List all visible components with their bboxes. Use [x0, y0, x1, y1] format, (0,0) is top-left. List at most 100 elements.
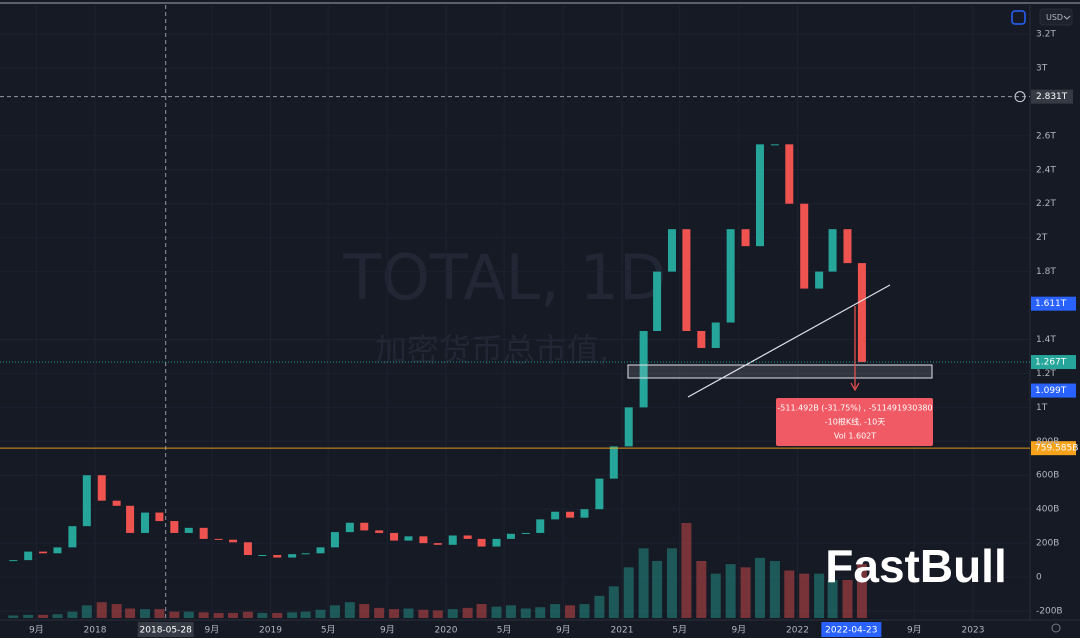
candle — [551, 511, 560, 520]
volume-bar — [856, 564, 867, 618]
volume-bar — [359, 604, 370, 618]
candle — [141, 512, 150, 533]
volume-bar — [154, 609, 165, 618]
candle — [214, 538, 223, 540]
volume-bar — [183, 611, 194, 618]
volume-bar — [169, 611, 180, 618]
volume-bar — [257, 612, 268, 618]
candle — [682, 229, 691, 331]
x-tick-label: 9月 — [731, 625, 746, 636]
y-tick-label: 2.4T — [1036, 165, 1056, 175]
y-tick-label: 3T — [1036, 63, 1048, 73]
volume-bar — [594, 595, 605, 618]
candle — [624, 407, 633, 447]
x-tick-label: 9月 — [556, 625, 571, 636]
volume-bar — [814, 573, 825, 618]
volume-bar — [784, 570, 795, 618]
volume-bar — [652, 561, 663, 618]
candle — [288, 554, 297, 558]
candle — [800, 203, 809, 289]
volume-bar — [491, 606, 502, 618]
candle — [815, 271, 824, 289]
candle — [9, 560, 18, 562]
measure-arrow-head — [850, 382, 860, 392]
volume-bar — [67, 611, 78, 618]
volume-bar — [725, 564, 736, 618]
candle — [39, 551, 48, 554]
volume-bar — [769, 561, 780, 618]
volume-bar — [681, 523, 692, 618]
candle — [667, 229, 676, 272]
auto-scale-button[interactable] — [1011, 10, 1026, 25]
dropdown-caret — [1063, 15, 1071, 20]
x-tick-label: 9月 — [907, 625, 922, 636]
volume-bar — [403, 608, 414, 618]
candle — [463, 535, 472, 539]
volume-bar — [198, 612, 209, 618]
volume-bar — [505, 605, 516, 618]
settings-icon[interactable] — [1051, 623, 1061, 633]
price-label: 759.585B — [1035, 444, 1078, 454]
volume-bar — [696, 561, 707, 618]
candle — [258, 555, 267, 557]
candle — [857, 263, 866, 363]
candle — [199, 527, 208, 539]
candle — [726, 229, 735, 323]
x-tick-label: 2019 — [259, 626, 282, 636]
add-alert-button[interactable] — [1014, 91, 1026, 103]
volume-bar — [666, 548, 677, 618]
candle — [566, 511, 575, 518]
candle — [785, 144, 794, 204]
candle — [316, 547, 325, 554]
volume-bar — [842, 580, 853, 618]
candle — [301, 553, 310, 555]
volume-bar — [623, 567, 634, 618]
y-tick-label: 600B — [1036, 471, 1059, 481]
cursor-date-label: 2022-04-23 — [825, 626, 877, 636]
crosshair-date-label: 2018-05-28 — [140, 626, 193, 636]
currency-button[interactable] — [1039, 8, 1073, 26]
price-label: 1.267T — [1035, 358, 1067, 368]
crosshair-price-box — [1031, 89, 1073, 104]
candle — [639, 330, 648, 408]
volume-bar — [389, 609, 400, 618]
candle — [360, 522, 369, 531]
candle — [741, 229, 750, 247]
volume-bar — [344, 602, 355, 618]
candle — [82, 475, 91, 527]
x-tick-label: 2018 — [84, 626, 107, 636]
candle — [419, 536, 428, 544]
candle — [492, 538, 501, 547]
candle — [243, 542, 252, 556]
volume-bar — [418, 609, 429, 618]
candle — [536, 519, 545, 533]
candle — [112, 500, 121, 506]
volume-bar — [447, 609, 458, 618]
y-tick-label: 2T — [1036, 233, 1048, 243]
volume-bar — [710, 573, 721, 618]
volume-bar — [374, 607, 385, 618]
volume-bar — [227, 612, 238, 618]
candle — [170, 521, 179, 533]
volume-bar — [550, 604, 561, 618]
volume-bar — [608, 586, 619, 618]
candle — [448, 535, 457, 545]
candle — [843, 229, 852, 264]
volume-bar — [300, 611, 311, 618]
price-label-box — [1031, 296, 1076, 311]
price-label: 1.099T — [1035, 386, 1067, 396]
candle — [53, 547, 62, 554]
candle — [580, 509, 589, 518]
volume-bar — [315, 609, 326, 618]
y-tick-label: -200B — [1036, 607, 1063, 617]
brand-logo: FastBull — [825, 540, 1006, 592]
candle — [506, 533, 515, 539]
x-tick-label: 9月 — [204, 625, 219, 636]
candle — [697, 330, 706, 348]
candle — [433, 543, 442, 545]
y-tick-label: 400B — [1036, 505, 1059, 515]
price-label-box — [1031, 441, 1076, 456]
price-axis — [1030, 5, 1080, 620]
volume-bar — [52, 614, 63, 618]
x-tick-label: 2023 — [962, 626, 985, 636]
